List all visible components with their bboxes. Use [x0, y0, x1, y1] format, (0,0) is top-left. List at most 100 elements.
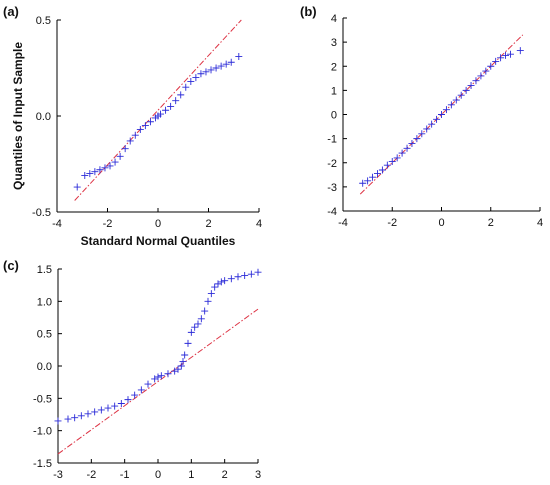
- data-point: [117, 400, 125, 408]
- data-point: [462, 86, 470, 94]
- data-point: [137, 386, 145, 394]
- x-tick-label: -1: [120, 469, 130, 481]
- data-point: [403, 144, 411, 152]
- data-point: [254, 268, 262, 276]
- data-point: [506, 50, 514, 58]
- reference-line: [74, 19, 242, 201]
- data-point: [211, 283, 219, 291]
- data-point: [433, 115, 441, 123]
- data-point: [172, 97, 180, 105]
- data-point: [217, 62, 225, 70]
- x-tick-label: -4: [52, 218, 62, 230]
- data-point: [413, 135, 421, 143]
- x-tick-label: -4: [338, 217, 348, 229]
- data-point: [97, 406, 105, 414]
- data-point: [477, 72, 485, 80]
- data-point: [438, 111, 445, 118]
- data-point: [207, 66, 215, 74]
- data-point: [157, 372, 165, 380]
- data-point: [182, 83, 190, 91]
- data-point: [452, 96, 460, 104]
- data-point: [398, 149, 406, 157]
- y-axis-title: Quantiles of Input Sample: [11, 42, 25, 190]
- data-point: [177, 91, 185, 99]
- y-tick-label: -0.5: [33, 393, 52, 405]
- y-tick-label: 2: [331, 61, 337, 73]
- x-tick-label: -2: [103, 218, 113, 230]
- y-tick-label: -1: [327, 134, 337, 146]
- data-point: [181, 351, 189, 359]
- y-tick-label: 0.5: [37, 329, 52, 341]
- y-tick-label: 1.0: [37, 296, 52, 308]
- data-point: [207, 290, 215, 298]
- data-point: [235, 52, 243, 60]
- y-tick-label: 4: [331, 13, 337, 25]
- panel-c: -3 -2 -1 0 1 2 3 -1.5 -1.0 -0.5 0.0 0.5 1.0 1.5 (c): [3, 258, 262, 481]
- data-point: [202, 68, 210, 76]
- data-point: [151, 375, 159, 383]
- data-point: [204, 297, 212, 305]
- data-point: [222, 60, 230, 68]
- x-tick-label: 4: [537, 217, 543, 229]
- reference-line: [57, 308, 259, 455]
- panel-a: -4 -2 0 2 4 -0.5 0.0 0.5 (a) Standard Normal Quan…: [3, 4, 262, 248]
- data-point: [364, 177, 372, 185]
- data-point: [227, 275, 235, 283]
- data-point: [54, 417, 62, 425]
- data-point: [492, 57, 500, 65]
- data-point: [487, 62, 495, 70]
- data-point: [177, 362, 185, 370]
- data-point: [136, 125, 144, 133]
- data-point: [144, 380, 152, 388]
- data-point: [241, 271, 249, 279]
- y-tick-label: 0.0: [37, 361, 52, 373]
- data-point: [197, 70, 205, 78]
- data-point: [64, 415, 72, 423]
- x-tick-label: 0: [438, 217, 444, 229]
- data-point: [174, 365, 182, 373]
- data-point: [194, 320, 202, 328]
- data-point: [91, 168, 99, 176]
- data-point: [162, 106, 170, 114]
- data-point: [84, 410, 92, 418]
- data-point: [373, 170, 381, 178]
- data-point: [212, 64, 220, 72]
- data-point: [131, 391, 139, 399]
- panel-label: (a): [3, 4, 19, 19]
- data-point: [141, 122, 149, 130]
- y-tick-label: 0.0: [36, 111, 51, 123]
- data-point: [106, 162, 114, 170]
- data-point: [247, 270, 255, 278]
- x-axis-title: Standard Normal Quantiles: [81, 234, 236, 248]
- data-point: [234, 273, 242, 281]
- data-point: [383, 161, 391, 169]
- data-point: [191, 323, 199, 331]
- y-tick-label: -2: [327, 158, 337, 170]
- data-point: [217, 278, 225, 286]
- y-tick-label: 1.5: [37, 264, 52, 276]
- data-point: [121, 145, 129, 153]
- data-point: [157, 110, 165, 118]
- data-point: [192, 74, 200, 82]
- panel-b: -4 -2 0 2 4 -4 -3 -2 -1 0 1 2 3 4 (b): [300, 4, 543, 229]
- data-point: [179, 357, 187, 365]
- data-point: [116, 152, 124, 160]
- data-point: [227, 58, 235, 66]
- data-point: [131, 131, 139, 139]
- data-point: [497, 54, 505, 62]
- x-tick-label: 3: [255, 469, 261, 481]
- data-point: [378, 166, 386, 174]
- data-point: [104, 404, 112, 412]
- data-point: [146, 118, 154, 126]
- data-point: [124, 396, 132, 404]
- data-point: [388, 158, 396, 166]
- panel-label: (b): [300, 4, 317, 19]
- data-point: [221, 277, 229, 285]
- x-tick-label: 1: [188, 469, 194, 481]
- x-tick-label: 0: [155, 218, 161, 230]
- data-point: [101, 164, 109, 172]
- y-tick-label: 1: [331, 85, 337, 97]
- data-point: [86, 170, 94, 178]
- data-point: [214, 280, 222, 288]
